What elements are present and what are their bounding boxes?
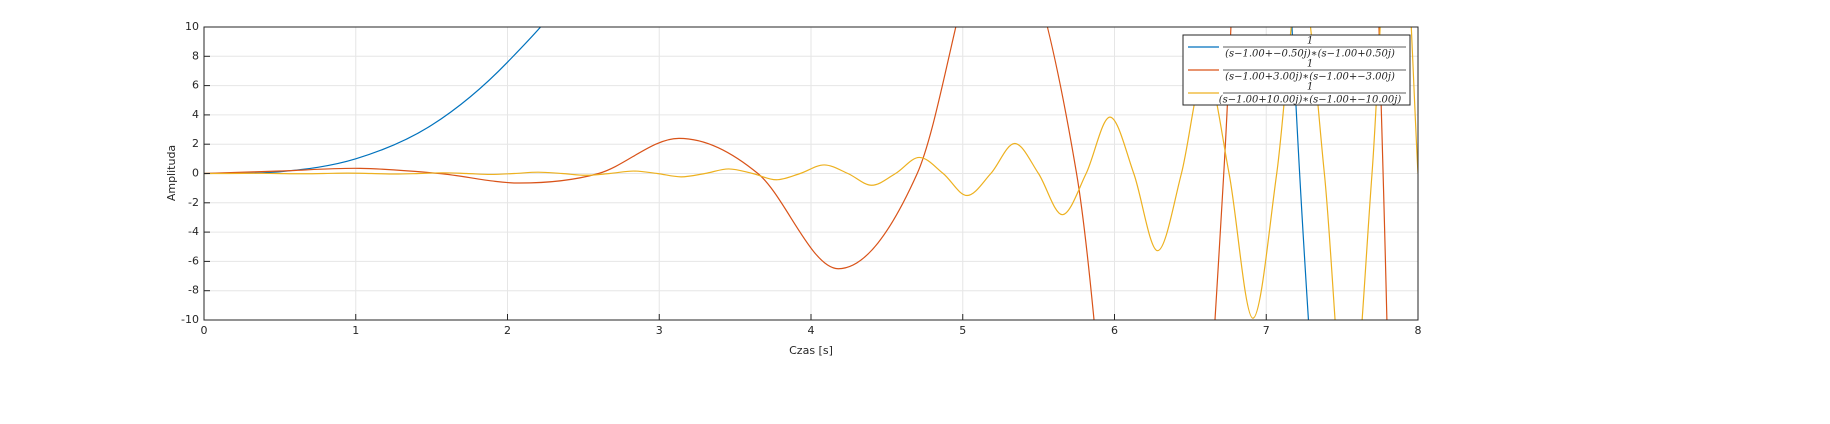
x-tick-label: 5 — [959, 324, 966, 337]
x-tick-label: 7 — [1263, 324, 1270, 337]
x-tick-label: 8 — [1415, 324, 1422, 337]
series-line — [204, 27, 1388, 320]
y-tick-label: 8 — [192, 49, 199, 62]
y-tick-label: 2 — [192, 137, 199, 150]
legend-denominator: (s−1.00+3.00j)∗(s−1.00+−3.00j) — [1225, 72, 1395, 83]
y-axis-label: Amplituda — [165, 145, 178, 201]
y-tick-label: -10 — [181, 313, 199, 326]
x-tick-label: 0 — [201, 324, 208, 337]
y-tick-label: -2 — [188, 196, 199, 209]
y-tick-label: 6 — [192, 79, 199, 92]
legend-numerator: 1 — [1307, 82, 1313, 93]
y-tick-label: -4 — [188, 225, 199, 238]
legend-denominator: (s−1.00+10.00j)∗(s−1.00+−10.00j) — [1219, 95, 1402, 106]
x-axis-label: Czas [s] — [789, 344, 833, 357]
legend-numerator: 1 — [1307, 59, 1313, 70]
legend-numerator: 1 — [1307, 36, 1313, 47]
series-line — [204, 27, 1310, 320]
x-tick-label: 1 — [352, 324, 359, 337]
series-line — [204, 27, 1418, 320]
y-tick-label: -8 — [188, 284, 199, 297]
y-tick-label: 0 — [192, 167, 199, 180]
x-tick-label: 2 — [504, 324, 511, 337]
x-tick-label: 6 — [1111, 324, 1118, 337]
y-tick-label: 4 — [192, 108, 199, 121]
y-tick-label: -6 — [188, 254, 199, 267]
x-tick-label: 4 — [808, 324, 815, 337]
x-tick-label: 3 — [656, 324, 663, 337]
y-tick-label: 10 — [185, 20, 199, 33]
legend-denominator: (s−1.00+−0.50j)∗(s−1.00+0.50j) — [1225, 49, 1395, 60]
